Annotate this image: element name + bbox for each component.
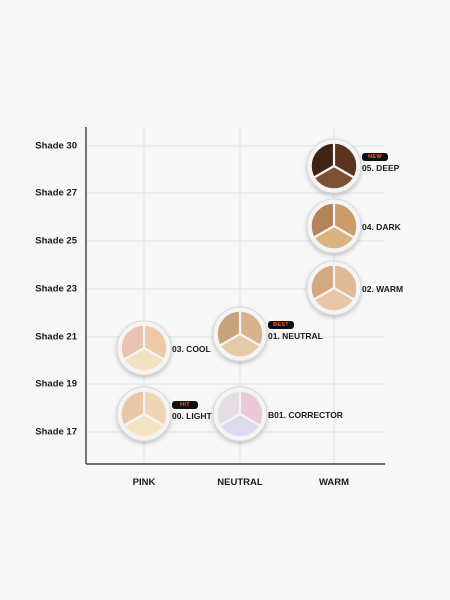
- y-tick-label: Shade 21: [35, 331, 77, 343]
- compact-palette-point: [212, 386, 268, 442]
- pan-divider: [123, 347, 145, 361]
- pan-divider: [143, 347, 165, 361]
- point-label: 01. NEUTRAL: [268, 331, 323, 341]
- compact-palette-point: [116, 320, 172, 376]
- y-tick-label: Shade 19: [35, 378, 77, 390]
- x-tick-label: NEUTRAL: [217, 477, 263, 488]
- compact-palette-point: [306, 198, 362, 254]
- badge-new: NEW: [362, 153, 388, 161]
- compact-palette-point: [306, 260, 362, 316]
- badge-hit: HIT: [172, 401, 198, 409]
- point-label: 03. COOL: [172, 344, 211, 354]
- point-label: 04. DARK: [362, 222, 401, 232]
- pan-divider: [123, 413, 145, 427]
- y-tick-label: Shade 30: [35, 140, 77, 152]
- pan-divider: [333, 225, 355, 239]
- pan-divider: [239, 413, 261, 427]
- badge-best: BEST: [268, 321, 294, 329]
- y-tick-label: Shade 23: [35, 283, 77, 295]
- pan-divider: [239, 333, 261, 347]
- pan-rim: [310, 142, 358, 190]
- compact-palette-point: [212, 306, 268, 362]
- point-label: 02. WARM: [362, 284, 404, 294]
- pan-rim: [120, 324, 168, 372]
- pan-divider: [219, 333, 241, 347]
- pan-rim: [120, 390, 168, 438]
- pan-divider: [333, 165, 355, 179]
- pan-divider: [313, 225, 335, 239]
- pan-divider: [219, 413, 241, 427]
- y-tick-label: Shade 27: [35, 187, 77, 199]
- pan-rim: [216, 390, 264, 438]
- point-label: 05. DEEP: [362, 163, 400, 173]
- y-tick-label: Shade 17: [35, 426, 77, 438]
- pan-divider: [313, 287, 335, 301]
- pan-divider: [313, 165, 335, 179]
- pan-divider: [143, 413, 165, 427]
- compact-palette-point: [306, 138, 362, 194]
- compact-palette-point: [116, 386, 172, 442]
- point-label: B01. CORRECTOR: [268, 410, 343, 420]
- pan-rim: [216, 310, 264, 358]
- y-tick-label: Shade 25: [35, 235, 77, 247]
- pan-rim: [310, 202, 358, 250]
- x-tick-label: PINK: [132, 477, 156, 488]
- point-label: 00. LIGHT: [172, 411, 212, 421]
- pan-divider: [333, 287, 355, 301]
- x-tick-label: WARM: [318, 477, 350, 488]
- pan-rim: [310, 264, 358, 312]
